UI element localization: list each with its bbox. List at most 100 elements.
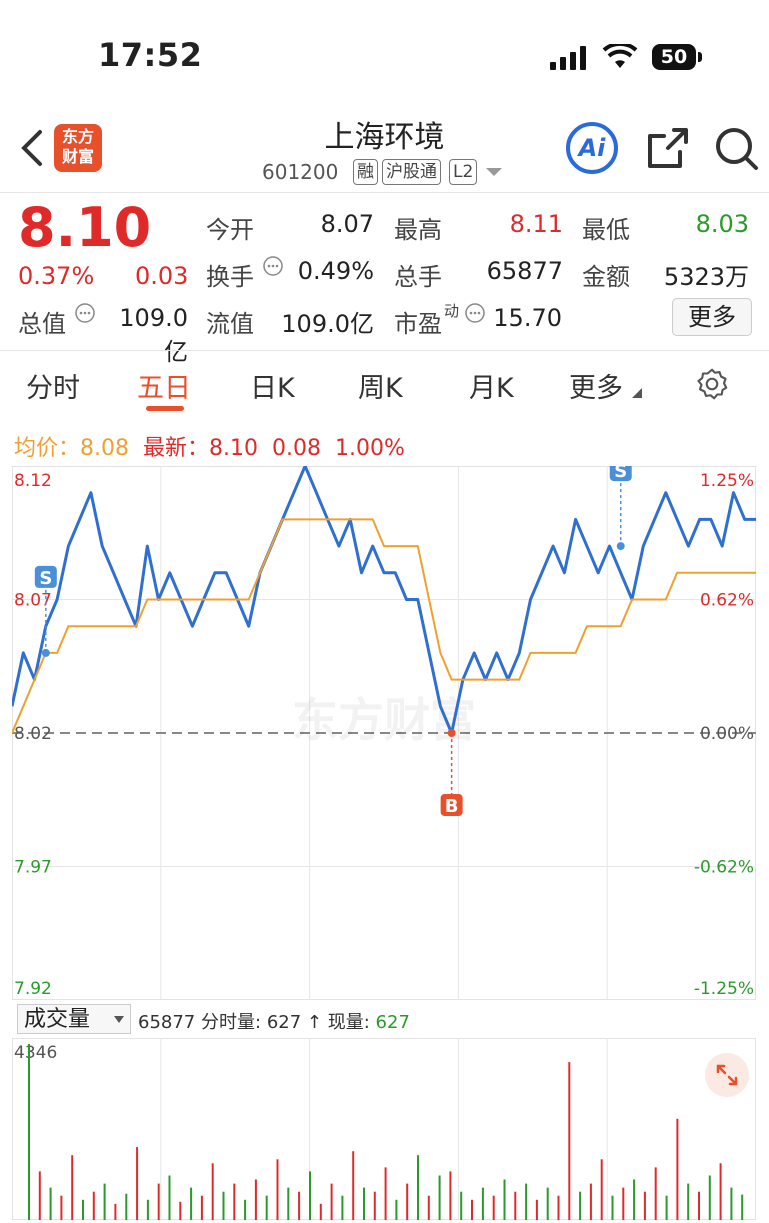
y-left-tick: 7.92 bbox=[14, 979, 52, 999]
tab-five-day[interactable]: 五日 bbox=[137, 373, 191, 404]
high-label: 最高 bbox=[394, 216, 442, 244]
marker-dot bbox=[41, 648, 50, 657]
volume-bar bbox=[492, 1195, 495, 1220]
volume-bar bbox=[82, 1199, 84, 1220]
price-chart[interactable]: 东方财富 8.12 1.25% 8.07 0.62% 8.02 0.00% 7.97 -0.6… bbox=[12, 466, 756, 1000]
volume-bar bbox=[676, 1118, 679, 1220]
y-right-tick: 1.25% bbox=[700, 471, 754, 491]
volume-bar bbox=[298, 1191, 301, 1220]
battery-tip bbox=[698, 52, 702, 62]
volume-bar bbox=[103, 1183, 106, 1220]
volume-bar bbox=[352, 1151, 355, 1220]
volume-bar bbox=[125, 1193, 128, 1220]
volume-bar bbox=[546, 1187, 549, 1220]
open-value: 8.07 bbox=[320, 210, 374, 238]
tab-active-indicator bbox=[146, 406, 184, 411]
volume-bar bbox=[254, 1179, 257, 1220]
tag-l2: L2 bbox=[449, 159, 478, 185]
expand-chart-button[interactable] bbox=[705, 1053, 749, 1097]
volume-bar bbox=[481, 1187, 484, 1220]
volume-bar bbox=[211, 1163, 214, 1220]
chart-series bbox=[12, 466, 756, 735]
volume-bar bbox=[643, 1191, 646, 1220]
dropdown-arrow-icon[interactable] bbox=[486, 168, 502, 178]
volume-bar bbox=[384, 1167, 387, 1220]
buy-marker[interactable] bbox=[440, 794, 463, 816]
volume-bar bbox=[611, 1195, 614, 1220]
back-icon[interactable] bbox=[18, 128, 44, 168]
divider bbox=[0, 192, 769, 193]
more-quote-button[interactable]: 更多 bbox=[672, 298, 752, 336]
change-amount: 0.03 bbox=[135, 262, 189, 290]
settings-gear-icon[interactable] bbox=[694, 366, 730, 402]
current-price: 8.10 bbox=[18, 196, 152, 259]
volume-bar bbox=[622, 1187, 625, 1220]
stock-code: 601200 bbox=[262, 160, 339, 184]
info-icon[interactable] bbox=[464, 302, 486, 324]
volume-bar bbox=[38, 1171, 41, 1220]
volume-bar bbox=[92, 1191, 95, 1220]
volume-bar bbox=[633, 1179, 636, 1220]
volume-bar bbox=[244, 1199, 247, 1220]
volume-bar bbox=[579, 1191, 582, 1220]
volume-bar bbox=[708, 1175, 711, 1220]
search-icon[interactable] bbox=[714, 126, 760, 172]
high-value: 8.11 bbox=[509, 210, 563, 238]
volume-bar bbox=[71, 1155, 74, 1220]
tag-hk-connect: 沪股通 bbox=[382, 159, 441, 185]
pe-value: 15.70 bbox=[493, 304, 562, 332]
info-icon[interactable] bbox=[74, 302, 96, 324]
sell-marker[interactable] bbox=[609, 466, 632, 482]
change-percent: 0.37% bbox=[18, 262, 95, 290]
volume-bar bbox=[373, 1191, 376, 1220]
volume-bar bbox=[49, 1187, 52, 1220]
y-right-tick: -0.62% bbox=[694, 858, 754, 878]
volume-bar bbox=[535, 1199, 538, 1220]
volume-bar bbox=[698, 1191, 700, 1220]
pe-label: 市盈 bbox=[394, 310, 442, 338]
low-label: 最低 bbox=[582, 216, 630, 244]
market-cap-label: 总值 bbox=[18, 310, 66, 338]
float-cap-value: 109.0亿 bbox=[281, 310, 374, 338]
app-logo: 东方 财富 bbox=[54, 124, 102, 172]
ai-assistant-button[interactable]: Ai bbox=[566, 122, 618, 174]
volume-bar bbox=[287, 1187, 290, 1220]
volume-indicator-select[interactable]: 成交量 bbox=[17, 1004, 131, 1034]
share-icon[interactable] bbox=[646, 126, 690, 170]
tab-weekly-k[interactable]: 周K bbox=[358, 373, 403, 404]
info-icon[interactable] bbox=[262, 255, 284, 277]
stock-name: 上海环境 bbox=[324, 120, 445, 155]
tab-daily-k[interactable]: 日K bbox=[250, 373, 295, 404]
volume-bar bbox=[157, 1183, 160, 1220]
amount-value: 5323万 bbox=[663, 263, 749, 291]
volume-bar bbox=[309, 1171, 311, 1220]
volume-chart[interactable]: 4346 bbox=[12, 1038, 756, 1220]
volume-bar bbox=[395, 1199, 398, 1220]
latest-label: 最新： bbox=[143, 436, 210, 461]
tab-more[interactable]: 更多 bbox=[569, 373, 623, 404]
volume-info: 65877 分时量: 627 ↑ 现量: 627 bbox=[138, 1008, 410, 1034]
volume-total: 65877 bbox=[138, 1012, 196, 1033]
y-left-tick: 8.12 bbox=[14, 471, 52, 491]
volume-bar bbox=[427, 1195, 430, 1220]
marker-label: S bbox=[39, 568, 52, 589]
volume-bar bbox=[146, 1199, 149, 1220]
marker-dot bbox=[616, 542, 625, 551]
marker-dot bbox=[447, 729, 456, 737]
latest-value: 8.10 bbox=[209, 436, 258, 461]
wifi-icon bbox=[602, 44, 638, 68]
cellular-signal-icon bbox=[550, 46, 586, 70]
volume-bar bbox=[114, 1203, 117, 1220]
sell-marker[interactable] bbox=[34, 565, 57, 588]
volume-bar bbox=[168, 1175, 171, 1220]
volume-bar bbox=[460, 1191, 463, 1220]
volume-value: 65877 bbox=[486, 257, 563, 285]
status-time: 17:52 bbox=[98, 36, 203, 74]
volume-bar bbox=[136, 1147, 139, 1220]
tag-margin: 融 bbox=[353, 159, 378, 185]
volume-bar bbox=[514, 1191, 517, 1220]
volume-bar bbox=[417, 1155, 419, 1220]
tab-intraday[interactable]: 分时 bbox=[26, 373, 80, 404]
tab-monthly-k[interactable]: 月K bbox=[469, 373, 514, 404]
y-right-tick: -1.25% bbox=[694, 979, 754, 999]
